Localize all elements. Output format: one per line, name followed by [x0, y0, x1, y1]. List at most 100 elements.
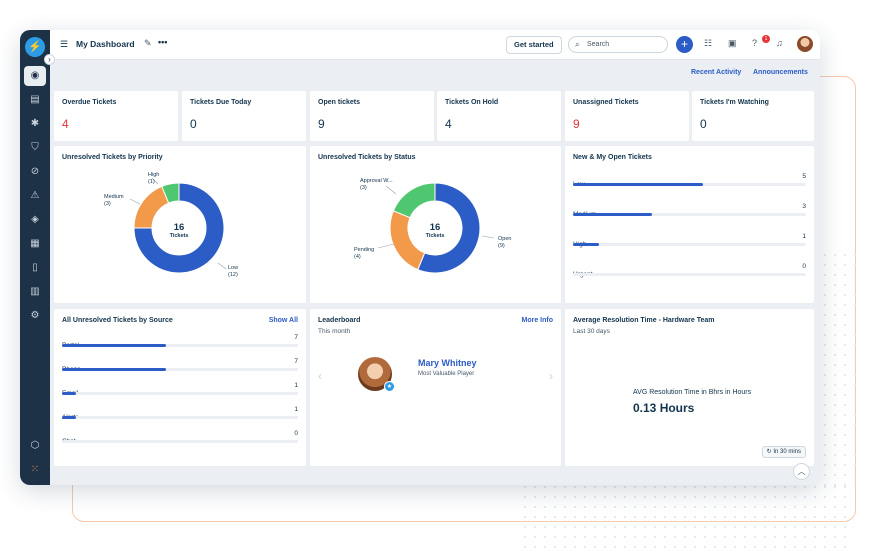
leader-role: Most Valuable Player [418, 371, 475, 377]
priority-donut-slices[interactable] [133, 182, 225, 274]
bar-row[interactable]: Chat0 [62, 430, 298, 448]
scroll-to-top-chevron-up-icon[interactable]: ︿ [793, 463, 810, 480]
kpi-value: 9 [318, 117, 325, 131]
sub-bar: Recent Activity Announcements [50, 60, 820, 84]
donut-slice-high[interactable] [161, 182, 180, 204]
legend-low: Low (12) [228, 265, 239, 278]
leader-line [385, 185, 397, 195]
bar-fill [62, 368, 166, 371]
inventory-icon[interactable]: ▦ [30, 238, 40, 249]
legend-pending: Pending (4) [354, 247, 375, 260]
resolution-time-card: Average Resolution Time - Hardware Team … [565, 309, 814, 466]
refresh-timer-button[interactable]: ↻ In 30 mins [761, 446, 806, 458]
kpi-value: 0 [700, 117, 707, 131]
status-chart-card: Unresolved Tickets by Status Approval W.… [310, 146, 561, 303]
donut-slice-pending[interactable] [389, 210, 426, 271]
menu-icon[interactable]: ☰ [60, 39, 69, 49]
kpi-label: Overdue Tickets [62, 99, 117, 106]
changes-icon[interactable]: ⛉ [31, 142, 39, 153]
kpi-value: 4 [445, 117, 452, 131]
donut-slice-open[interactable] [417, 182, 481, 274]
bar-fill [573, 243, 599, 246]
bar-value: 0 [802, 263, 806, 270]
legend-approval: Approval W... (3) [360, 178, 393, 191]
legend-high: High (1) [148, 172, 160, 185]
kpi-card-unassigned[interactable]: Unassigned Tickets 9 [565, 91, 689, 141]
add-new-button[interactable]: + [676, 36, 693, 53]
leader-name[interactable]: Mary Whitney [418, 358, 477, 368]
bar-row[interactable]: Phone7 [62, 358, 298, 376]
calendar-icon[interactable]: ▣ [728, 38, 737, 48]
bar-row[interactable]: Medium3 [573, 203, 806, 221]
decorative-dots [820, 250, 860, 490]
leader-line [481, 235, 495, 239]
leader-line [129, 198, 141, 205]
kpi-card-overdue[interactable]: Overdue Tickets 4 [54, 91, 178, 141]
bar-fill [62, 392, 77, 395]
get-started-button[interactable]: Get started [506, 36, 562, 54]
chart-title: Unresolved Tickets by Priority [62, 154, 163, 161]
kpi-card-on-hold[interactable]: Tickets On Hold 4 [437, 91, 561, 141]
reports-icon[interactable]: ▥ [30, 286, 40, 297]
chart-title: New & My Open Tickets [573, 154, 652, 161]
more-info-link[interactable]: More Info [521, 317, 554, 324]
bar-fill [573, 183, 704, 186]
alerts-icon[interactable]: ⚠ [30, 190, 40, 201]
bar-fill [62, 416, 77, 419]
leader-line [377, 243, 395, 249]
kpi-label: Tickets Due Today [190, 99, 252, 106]
sidebar-collapse-chevron-icon[interactable]: › [44, 54, 55, 65]
bar-row[interactable]: Alerts1 [62, 406, 298, 424]
chart-title: Average Resolution Time - Hardware Team [573, 317, 715, 324]
leader-line [151, 177, 159, 185]
app-grid-icon[interactable]: ⁙ [30, 464, 40, 475]
kpi-card-due-today[interactable]: Tickets Due Today 0 [182, 91, 306, 141]
dashboard-icon[interactable]: ◉ [24, 66, 46, 86]
cube-icon[interactable]: ⬡ [30, 440, 40, 451]
assets-icon[interactable]: ◈ [31, 214, 39, 225]
bar-row[interactable]: Urgent0 [573, 263, 806, 281]
bar-row[interactable]: High1 [573, 233, 806, 251]
kpi-card-open[interactable]: Open tickets 9 [310, 91, 434, 141]
kpi-card-watching[interactable]: Tickets I'm Watching 0 [692, 91, 814, 141]
priority-donut [129, 177, 227, 274]
new-open-tickets-card: New & My Open Tickets Low5 Medium3 High1… [565, 146, 814, 303]
period-label: This month [318, 328, 351, 335]
bar-value: 7 [294, 334, 298, 341]
chevron-right-icon[interactable]: › [549, 369, 553, 383]
legend-medium: Medium (3) [104, 194, 124, 207]
recent-activity-link[interactable]: Recent Activity [691, 69, 742, 76]
help-icon[interactable]: ? [752, 38, 758, 48]
source-chart-card: All Unresolved Tickets by Source Show Al… [54, 309, 306, 466]
status-donut-slices[interactable] [389, 182, 481, 274]
donut-slice-approval-w-[interactable] [392, 182, 436, 219]
bar-value: 1 [294, 382, 298, 389]
solutions-icon[interactable]: ▯ [32, 262, 38, 273]
problems-icon[interactable]: ✱ [30, 118, 40, 129]
decorative-dots [520, 482, 850, 552]
bar-row[interactable]: Email1 [62, 382, 298, 400]
edit-pencil-icon[interactable]: ✎ [144, 38, 152, 48]
app-logo-icon[interactable]: ⚡ [25, 37, 45, 57]
kpi-label: Open tickets [318, 99, 361, 106]
releases-icon[interactable]: ⊘ [30, 166, 40, 177]
tickets-icon[interactable]: ▤ [30, 94, 40, 105]
metric-label: AVG Resolution Time in Bhrs in Hours [633, 389, 752, 396]
bar-value: 7 [294, 358, 298, 365]
admin-gear-icon[interactable]: ⚙ [30, 310, 40, 321]
search-input[interactable]: ⌕ Search [568, 36, 668, 53]
list-icon[interactable]: ☷ [704, 38, 713, 48]
more-options-icon[interactable]: ••• [158, 37, 168, 47]
bar-row[interactable]: Low5 [573, 173, 806, 191]
announcements-link[interactable]: Announcements [753, 69, 808, 76]
chevron-left-icon[interactable]: ‹ [318, 369, 322, 383]
app-window: ⚡ ◉ ▤ ✱ ⛉ ⊘ ⚠ ◈ ▦ ▯ ▥ ⚙ ⬡ ⁙ › ☰ My Dashb… [20, 30, 820, 485]
show-all-link[interactable]: Show All [268, 317, 298, 324]
bell-icon[interactable]: ♫ [776, 38, 783, 48]
donut-center-total: 16 Tickets [169, 222, 189, 239]
donut-slice-low[interactable] [133, 182, 225, 274]
bar-row[interactable]: Portal7 [62, 334, 298, 352]
chart-title: All Unresolved Tickets by Source [62, 317, 173, 324]
bar-value: 1 [802, 233, 806, 240]
user-avatar[interactable] [796, 35, 814, 53]
